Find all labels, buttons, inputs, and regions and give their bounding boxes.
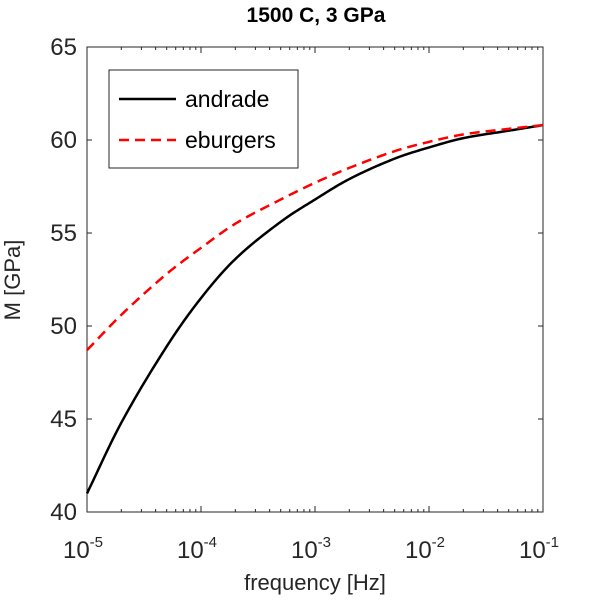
y-tick-label: 50 (50, 313, 77, 340)
y-tick-label: 40 (50, 499, 77, 526)
x-axis: 10-5 10-4 10-3 10-2 10-1 (63, 47, 559, 564)
legend-label-andrade: andrade (185, 86, 269, 112)
series-line-andrade (85, 123, 544, 494)
x-tick-label: 10-1 (519, 534, 559, 564)
legend: andrade eburgers (108, 69, 299, 169)
series-line-eburgers (86, 123, 544, 352)
x-tick-label: 10-5 (63, 534, 103, 564)
y-tick-label: 55 (50, 220, 77, 247)
y-axis-label: M [GPa] (0, 240, 25, 321)
y-axis: 40 45 50 55 60 65 (50, 34, 543, 526)
x-tick-label: 10-3 (291, 534, 331, 564)
y-tick-label: 65 (50, 34, 77, 61)
legend-label-eburgers: eburgers (185, 127, 276, 153)
x-tick-label: 10-2 (405, 534, 445, 564)
x-tick-label: 10-4 (177, 534, 217, 564)
x-axis-label: frequency [Hz] (244, 570, 386, 595)
y-tick-label: 45 (50, 406, 77, 433)
legend-box (108, 69, 299, 169)
y-tick-label: 60 (50, 127, 77, 154)
chart-title: 1500 C, 3 GPa (247, 4, 386, 27)
series-lines (85, 123, 544, 494)
